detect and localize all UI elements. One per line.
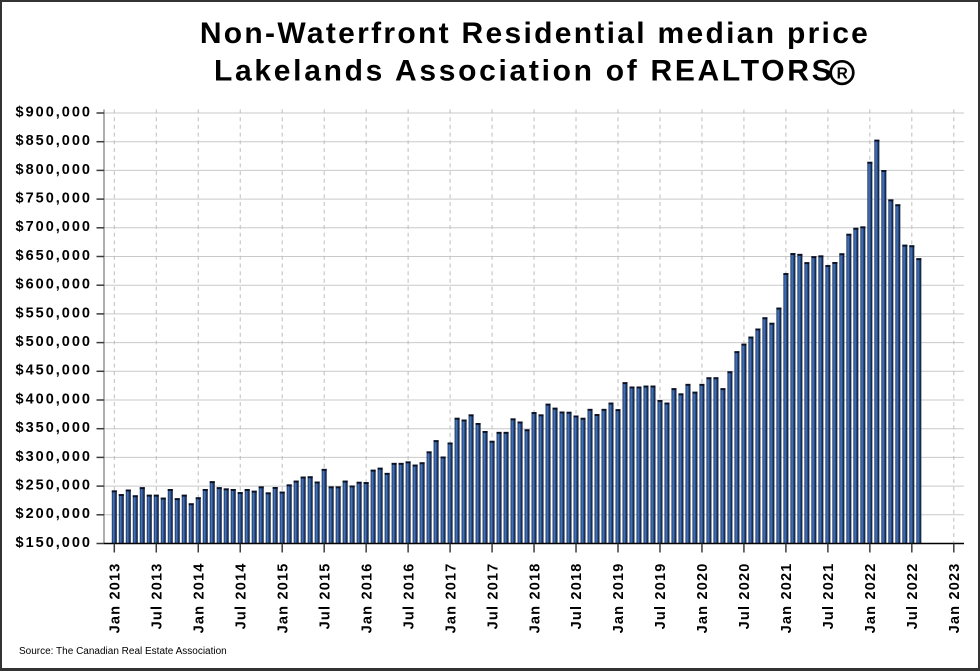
- svg-text:Jan 2016: Jan 2016: [359, 563, 375, 634]
- svg-text:Jan 2019: Jan 2019: [611, 563, 627, 634]
- svg-text:$700,000: $700,000: [16, 219, 92, 235]
- svg-text:Lakelands Association of REALT: Lakelands Association of REALTORS: [214, 55, 834, 88]
- svg-text:Jul 2018: Jul 2018: [569, 563, 585, 630]
- svg-text:Jan 2021: Jan 2021: [779, 563, 795, 634]
- svg-text:Jul 2015: Jul 2015: [317, 563, 333, 630]
- svg-text:$200,000: $200,000: [16, 506, 92, 522]
- svg-text:Jan 2014: Jan 2014: [191, 563, 207, 634]
- svg-text:$750,000: $750,000: [16, 191, 92, 207]
- svg-text:$650,000: $650,000: [16, 248, 92, 264]
- svg-text:$300,000: $300,000: [16, 449, 92, 465]
- svg-text:Jan 2023: Jan 2023: [947, 563, 963, 634]
- svg-text:$500,000: $500,000: [16, 334, 92, 350]
- svg-text:Jul 2019: Jul 2019: [653, 563, 669, 630]
- svg-text:Jul 2022: Jul 2022: [905, 563, 921, 630]
- svg-text:Jan 2022: Jan 2022: [863, 563, 879, 634]
- svg-text:$800,000: $800,000: [16, 162, 92, 178]
- svg-text:Jul 2021: Jul 2021: [821, 563, 837, 630]
- svg-text:Jan 2017: Jan 2017: [443, 563, 459, 634]
- svg-text:Jan 2013: Jan 2013: [108, 563, 124, 634]
- svg-text:Source: The Canadian Real Esta: Source: The Canadian Real Estate Associa…: [19, 646, 227, 657]
- svg-text:$350,000: $350,000: [16, 420, 92, 436]
- svg-text:Jul 2014: Jul 2014: [233, 563, 249, 630]
- svg-text:$250,000: $250,000: [16, 478, 92, 494]
- svg-text:Jul 2013: Jul 2013: [149, 563, 165, 630]
- svg-text:R: R: [837, 65, 848, 82]
- svg-text:Jul 2017: Jul 2017: [485, 563, 501, 630]
- svg-text:$600,000: $600,000: [16, 277, 92, 293]
- svg-text:$900,000: $900,000: [16, 104, 92, 120]
- svg-text:Non-Waterfront Residential med: Non-Waterfront Residential median price: [200, 17, 870, 50]
- svg-text:Jul 2020: Jul 2020: [737, 563, 753, 630]
- svg-text:Jan 2015: Jan 2015: [275, 563, 291, 634]
- svg-text:$550,000: $550,000: [16, 305, 92, 321]
- svg-text:$450,000: $450,000: [16, 363, 92, 379]
- svg-text:$850,000: $850,000: [16, 133, 92, 149]
- svg-text:Jan 2018: Jan 2018: [527, 563, 543, 634]
- svg-text:Jul 2016: Jul 2016: [401, 563, 417, 630]
- svg-text:Jan 2020: Jan 2020: [695, 563, 711, 634]
- svg-text:$150,000: $150,000: [16, 535, 92, 551]
- svg-text:$400,000: $400,000: [16, 391, 92, 407]
